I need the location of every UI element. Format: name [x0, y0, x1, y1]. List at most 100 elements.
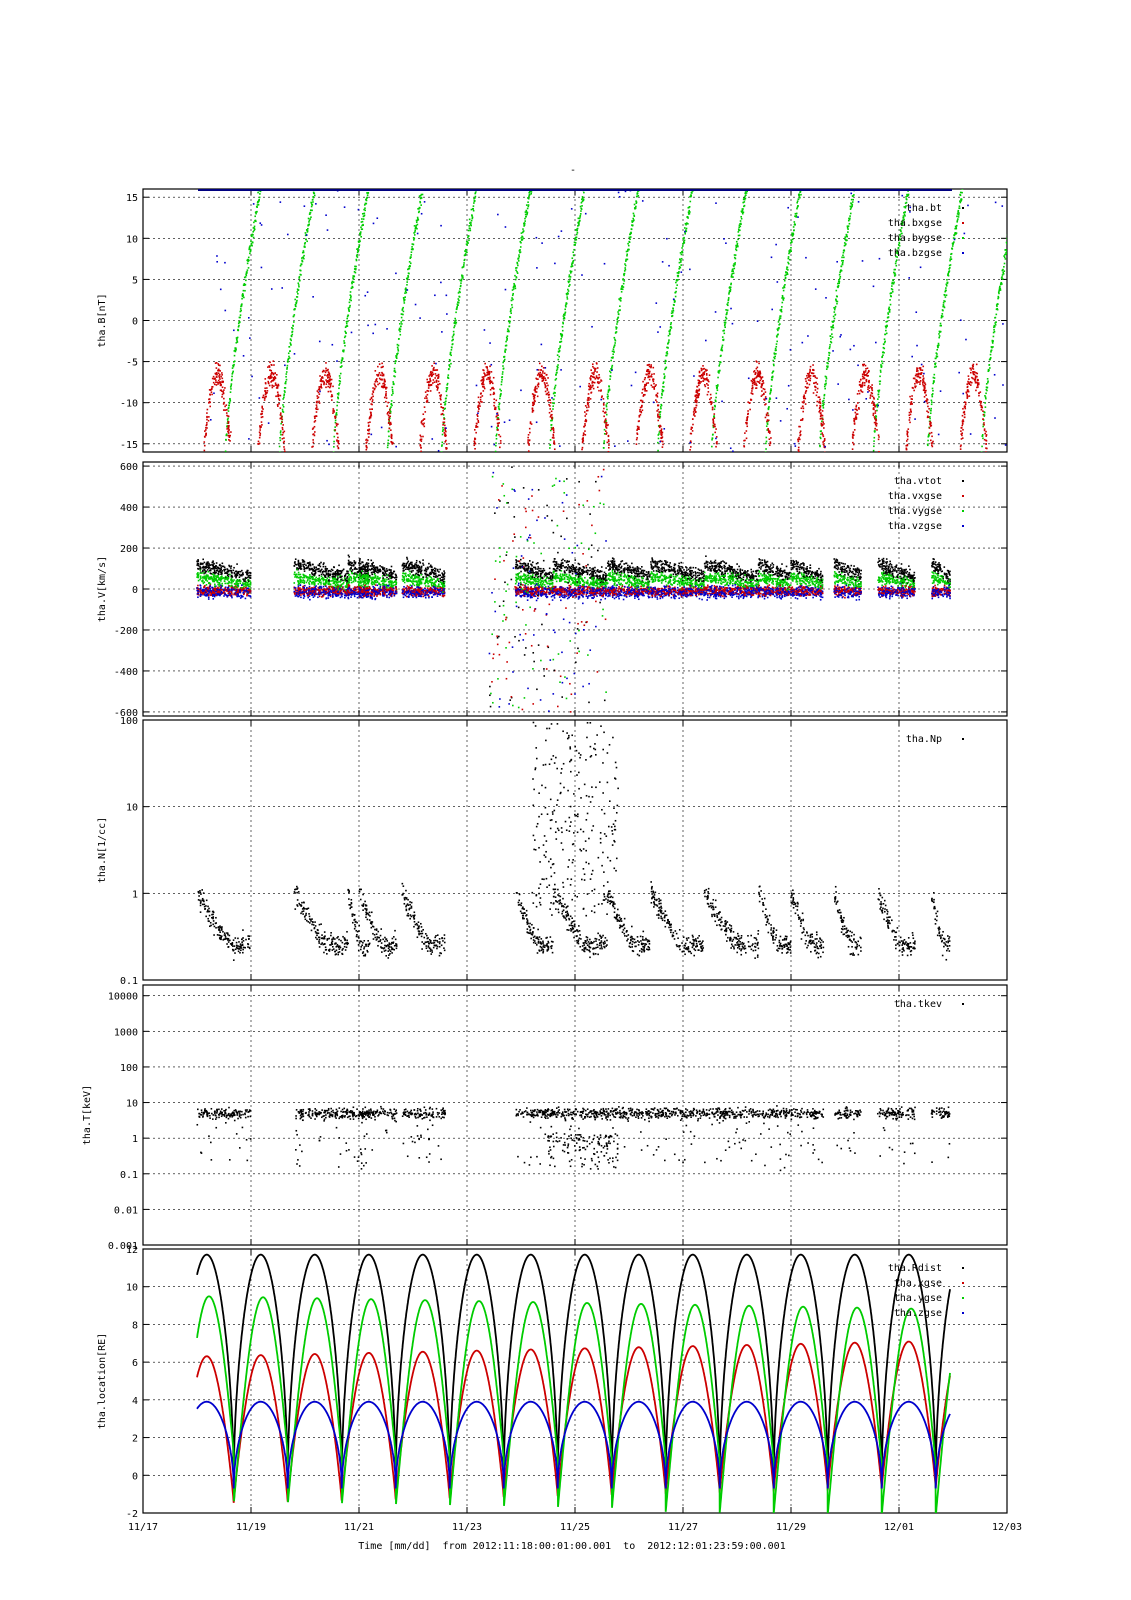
series-bygse-point — [987, 381, 989, 384]
series-bxgse-point — [961, 420, 964, 423]
series-bygse-point — [776, 336, 778, 338]
series-bygse-point — [943, 300, 945, 302]
series-bygse-point — [467, 242, 469, 244]
series-bygse-point — [558, 348, 560, 350]
series-bygse-point — [459, 279, 462, 282]
series-bygse-point — [854, 185, 856, 187]
series-bygse-point — [315, 177, 317, 179]
series-bxgse-point — [602, 410, 604, 413]
series-bxgse-point — [635, 453, 637, 455]
series-bygse-point — [246, 269, 249, 271]
series-bzgse-point — [801, 341, 804, 344]
series-bxgse-point — [757, 373, 759, 375]
series-bxgse-point — [822, 418, 824, 421]
series-bxgse-point — [432, 373, 435, 376]
series-bygse-point — [441, 445, 443, 447]
series-bygse-point — [619, 309, 621, 311]
series-bygse-point — [553, 395, 556, 397]
series-bygse-point — [991, 339, 994, 342]
series-bygse-point — [781, 297, 783, 299]
series-bygse-point — [902, 215, 905, 217]
series-bygse-point — [927, 444, 929, 447]
series-bygse-point — [240, 309, 242, 312]
series-bygse-point — [884, 340, 886, 343]
series-bygse-point — [282, 405, 285, 408]
series-bygse-point — [513, 282, 515, 285]
series-bygse-point — [623, 274, 625, 277]
series-bygse-point — [455, 308, 458, 311]
series-bxgse-point — [439, 394, 441, 397]
series-bxgse-point — [486, 373, 489, 376]
series-bygse-point — [797, 205, 799, 207]
series-bxgse-point — [479, 400, 482, 403]
series-bxgse-point — [931, 435, 933, 438]
series-bygse-point — [605, 405, 608, 408]
series-bxgse-point — [274, 377, 276, 379]
series-bxgse-point — [371, 393, 374, 395]
series-bxgse-point — [547, 384, 549, 387]
series-bxgse-point — [758, 375, 761, 378]
series-bzgse-point — [209, 418, 212, 421]
series-bxgse-point — [978, 394, 980, 397]
series-bygse-point — [472, 208, 474, 210]
series-bxgse-point — [706, 393, 709, 396]
series-bygse-point — [1014, 200, 1016, 202]
series-bxgse-point — [496, 429, 499, 431]
series-bygse-point — [308, 223, 310, 226]
series-bygse-point — [395, 355, 398, 358]
series-bygse-point — [344, 344, 346, 347]
series-bygse-point — [614, 342, 616, 344]
series-bxgse-point — [695, 406, 697, 409]
series-bxgse-point — [927, 415, 929, 418]
series-bxgse-point — [636, 429, 638, 431]
series-bygse-point — [841, 259, 843, 262]
series-bygse-point — [365, 199, 368, 202]
series-bxgse-point — [473, 429, 476, 431]
series-bzgse-point — [497, 213, 499, 216]
series-bxgse-point — [224, 409, 227, 411]
series-bygse-point — [309, 218, 312, 220]
series-bzgse-point — [659, 326, 662, 328]
series-bxgse-point — [639, 408, 641, 411]
series-bxgse-point — [703, 367, 705, 370]
series-bxgse-point — [592, 381, 595, 384]
series-bxgse-point — [376, 380, 379, 383]
series-bxgse-point — [746, 418, 749, 420]
series-bygse-point — [845, 243, 847, 245]
series-bygse-point — [532, 177, 534, 179]
series-bxgse-point — [527, 436, 529, 439]
series-bygse-point — [448, 364, 451, 366]
series-bxgse-point — [696, 396, 699, 399]
series-bxgse-point — [582, 437, 584, 439]
series-bygse-point — [424, 177, 426, 179]
y-tick-label: -400 — [114, 667, 138, 678]
series-bzgse-point — [581, 274, 583, 276]
series-bxgse-point — [812, 372, 815, 375]
series-bygse-point — [404, 292, 406, 294]
series-bygse-point — [505, 344, 508, 347]
series-bygse-point — [847, 225, 850, 227]
series-bzgse-point — [490, 425, 493, 428]
series-bygse-point — [844, 238, 847, 241]
series-bxgse-point — [641, 401, 644, 404]
series-bxgse-point — [591, 380, 594, 383]
series-bygse-point — [952, 237, 955, 239]
series-bxgse-point — [486, 366, 488, 368]
series-bxgse-point — [438, 391, 441, 394]
series-bygse-point — [888, 308, 890, 310]
series-bygse-point — [713, 408, 716, 411]
series-bxgse-point — [269, 369, 271, 372]
series-bxgse-point — [368, 428, 371, 431]
series-bygse-point — [715, 392, 718, 395]
series-bxgse-point — [336, 432, 338, 435]
series-bxgse-point — [599, 381, 601, 383]
series-bygse-point — [226, 422, 229, 425]
series-bygse-point — [394, 362, 396, 365]
series-bxgse-point — [330, 399, 333, 401]
series-bxgse-point — [819, 404, 821, 407]
series-bygse-point — [467, 235, 470, 237]
series-bxgse-point — [219, 381, 221, 383]
series-bygse-point — [461, 275, 464, 277]
series-bxgse-point — [920, 373, 922, 375]
series-bygse-point — [228, 404, 230, 407]
